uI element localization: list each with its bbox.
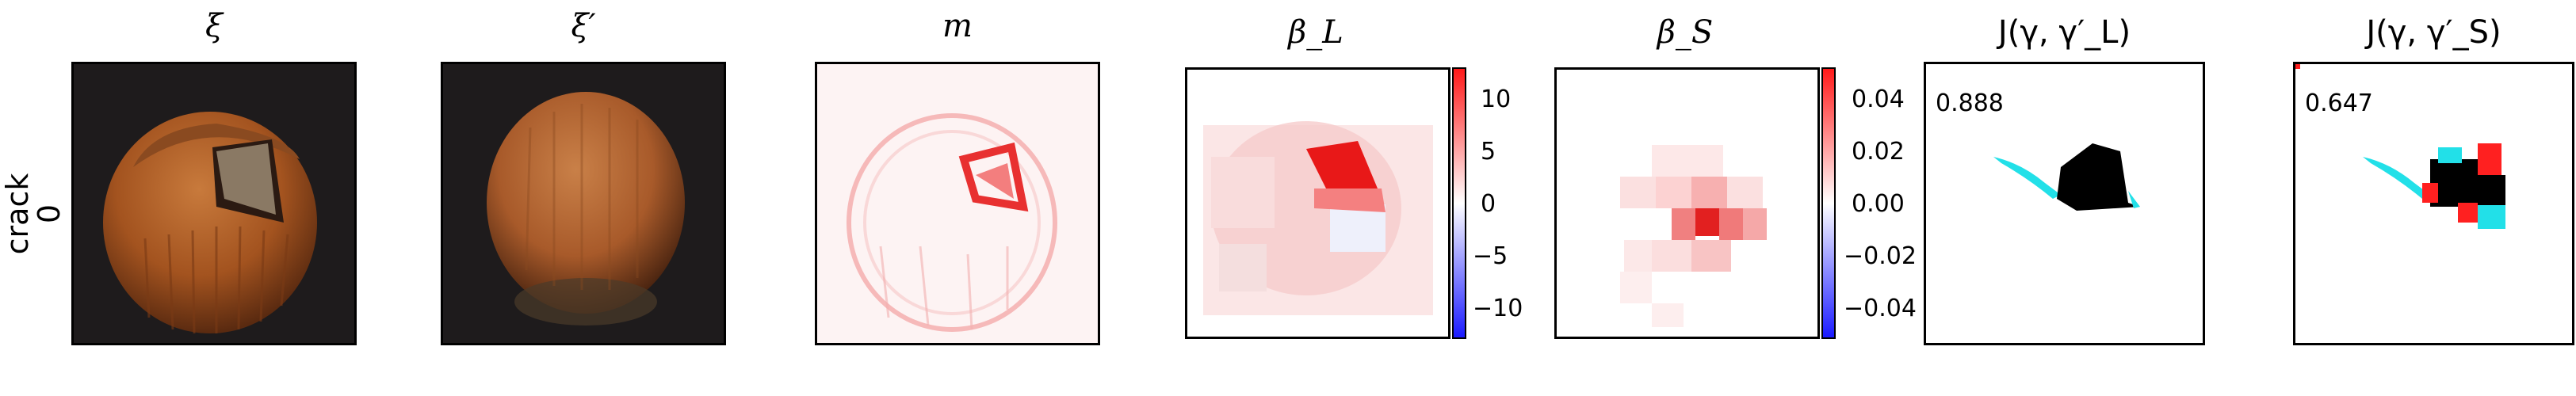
panel-title-m: m	[942, 8, 973, 44]
row-label-top: crack	[0, 173, 35, 255]
score-S: 0.647	[2305, 89, 2373, 117]
colorbar-S	[1821, 67, 1836, 339]
image-beta-S	[1554, 67, 1820, 339]
colorbar-S-tick-1: 0.04	[1852, 86, 1905, 113]
colorbar-L-tick-1: 10	[1481, 86, 1512, 113]
beta-S-heatmap	[1620, 145, 1767, 327]
colorbar-L	[1452, 67, 1466, 339]
colorbar-L-tick-4: −5	[1473, 242, 1508, 270]
image-beta-L	[1185, 67, 1450, 339]
colorbar-L-tick-5: −10	[1473, 295, 1523, 322]
beta-L-heatmap	[1203, 121, 1433, 315]
panel-title-jaccard-L: J(γ, γ′_L)	[1997, 14, 2131, 51]
hazelnut-reconstruction-image	[487, 92, 685, 326]
image-jaccard-L: 0.888	[1924, 62, 2205, 345]
score-L: 0.888	[1936, 89, 2004, 117]
colorbar-S-tick-2: 0.02	[1852, 138, 1905, 166]
image-xi	[71, 62, 357, 345]
jaccard-S-overlay	[2295, 64, 2505, 229]
colorbar-L-tick-3: 0	[1481, 190, 1496, 218]
jaccard-L-overlay	[1993, 143, 2140, 211]
hazelnut-cracked-image	[103, 112, 317, 334]
panel-title-beta-S: β_S	[1657, 14, 1714, 51]
colorbar-S-tick-5: −0.04	[1844, 295, 1917, 322]
colorbar-L-tick-2: 5	[1481, 138, 1496, 166]
image-xi-prime	[441, 62, 726, 345]
colorbar-S-tick-4: −0.02	[1844, 242, 1917, 270]
image-m	[815, 62, 1100, 345]
panel-title-xi-prime: ξ′	[571, 8, 596, 44]
anomaly-map-image	[847, 113, 1057, 332]
panel-title-jaccard-S: J(γ, γ′_S)	[2366, 14, 2501, 51]
panel-title-beta-L: β_L	[1288, 14, 1343, 51]
image-jaccard-S: 0.647	[2293, 62, 2574, 345]
panel-title-xi: ξ	[204, 8, 224, 44]
row-label-bottom: 0	[32, 204, 67, 224]
row-label: crack 0	[0, 135, 67, 293]
colorbar-S-tick-3: 0.00	[1852, 190, 1905, 218]
